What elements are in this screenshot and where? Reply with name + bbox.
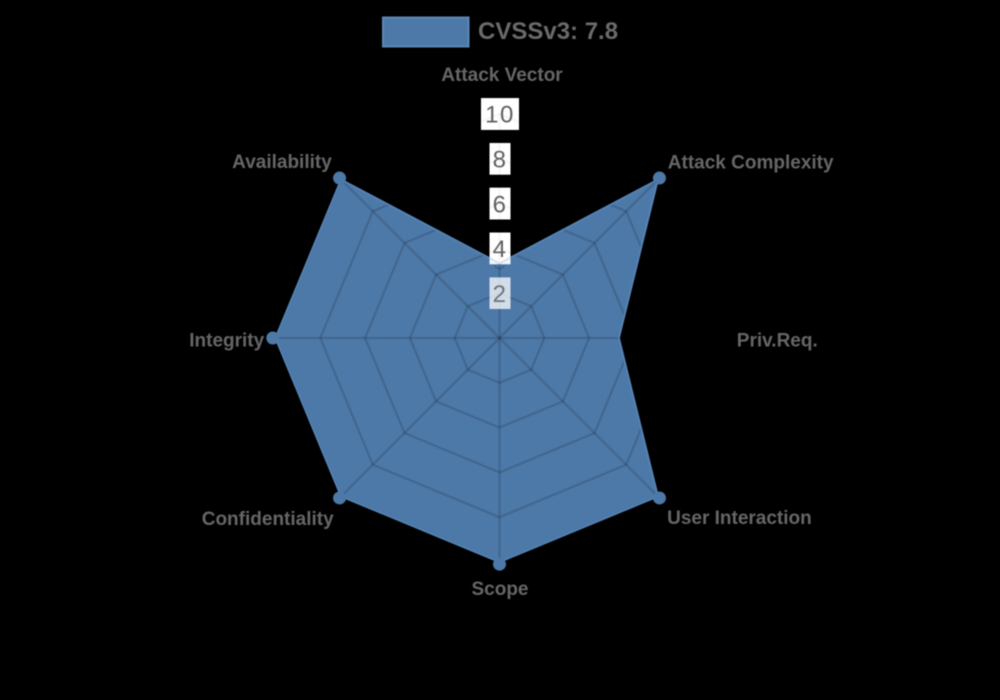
svg-text:Availability: Availability [232, 152, 332, 173]
svg-text:4: 4 [493, 236, 508, 263]
svg-text:10: 10 [485, 102, 515, 129]
svg-text:8: 8 [493, 147, 508, 174]
svg-text:Confidentiality: Confidentiality [202, 509, 334, 530]
svg-text:Scope: Scope [471, 579, 528, 600]
svg-text:Attack Complexity: Attack Complexity [668, 152, 834, 173]
svg-text:Integrity: Integrity [189, 330, 264, 351]
svg-text:Priv.Req.: Priv.Req. [737, 331, 818, 352]
svg-text:CVSSv3: 7.8: CVSSv3: 7.8 [478, 18, 618, 45]
svg-text:6: 6 [493, 191, 508, 218]
svg-text:Attack Vector: Attack Vector [441, 65, 563, 86]
svg-text:2: 2 [493, 281, 508, 308]
svg-text:User Interaction: User Interaction [667, 508, 812, 529]
